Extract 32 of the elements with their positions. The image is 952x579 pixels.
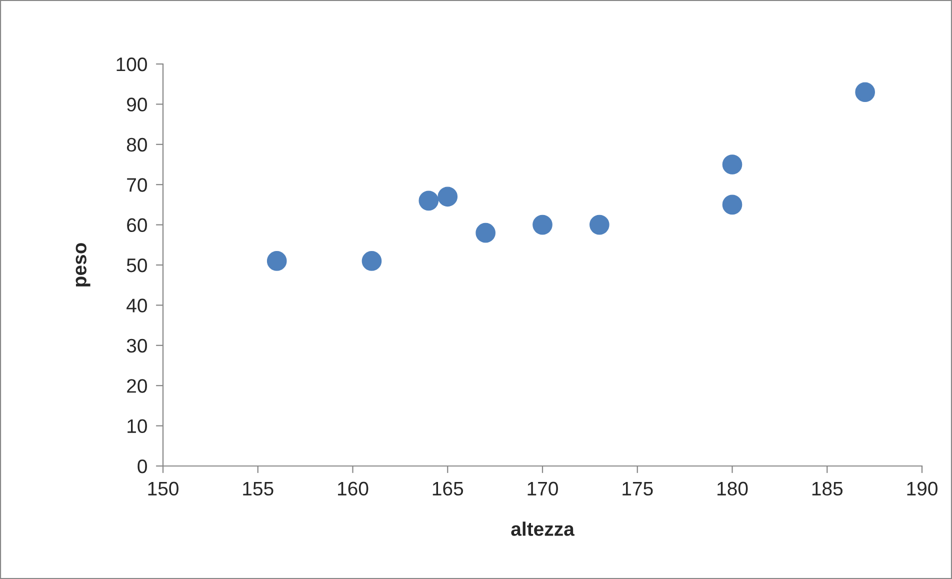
y-tick-label: 0 — [138, 459, 147, 474]
point — [266, 251, 287, 271]
point — [532, 214, 552, 235]
y-tick-label: 40 — [126, 298, 147, 312]
x-tick-label: 165 — [432, 482, 464, 496]
y-tick-label: 70 — [127, 178, 147, 192]
y-tick-label: 100 — [116, 57, 147, 72]
x-tick-label: 175 — [622, 482, 653, 496]
point — [438, 186, 458, 207]
y-axis-title: peso — [76, 243, 90, 286]
point — [590, 214, 610, 235]
x-tick-label: 190 — [907, 482, 938, 496]
point — [418, 190, 439, 211]
x-axis-title: altezza — [511, 522, 575, 536]
y-tick-label: 80 — [126, 138, 147, 152]
point — [722, 194, 742, 215]
point — [362, 251, 382, 271]
y-tick-label: 20 — [127, 379, 147, 393]
x-tick-label: 185 — [812, 482, 843, 496]
x-tick-label: 180 — [718, 482, 748, 496]
y-tick-label: 50 — [126, 258, 147, 272]
y-tick-label: 60 — [127, 218, 147, 232]
y-tick-label: 30 — [126, 338, 147, 353]
y-tick-label: 90 — [127, 98, 147, 112]
x-tick-label: 160 — [338, 482, 368, 496]
x-tick-label: 170 — [528, 482, 558, 496]
point — [722, 154, 742, 174]
x-tick-label: 155 — [243, 482, 274, 496]
y-tick-label: 10 — [128, 419, 147, 434]
point — [476, 222, 496, 243]
x-tick-label: 150 — [148, 482, 178, 496]
point — [855, 82, 875, 102]
